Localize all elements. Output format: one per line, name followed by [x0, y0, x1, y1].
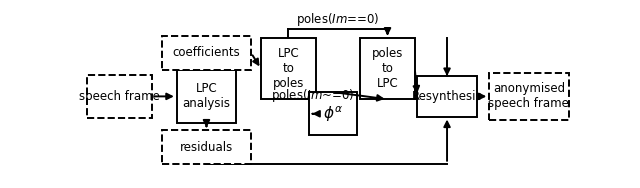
FancyBboxPatch shape: [489, 73, 568, 120]
Text: LPC
analysis: LPC analysis: [182, 82, 230, 110]
Text: Resynthesis: Resynthesis: [412, 90, 483, 103]
Text: LPC
to
poles: LPC to poles: [273, 47, 304, 90]
FancyBboxPatch shape: [261, 39, 316, 99]
FancyBboxPatch shape: [162, 36, 251, 70]
Text: poles
to
LPC: poles to LPC: [372, 47, 403, 90]
Text: speech frame: speech frame: [79, 90, 160, 103]
FancyBboxPatch shape: [162, 130, 251, 164]
Text: poles($\mathit{Im}$==0): poles($\mathit{Im}$==0): [296, 11, 380, 28]
Text: poles($\mathit{Im}$~=0): poles($\mathit{Im}$~=0): [271, 87, 355, 104]
FancyBboxPatch shape: [88, 75, 152, 118]
FancyBboxPatch shape: [177, 70, 236, 123]
Text: anonymised
speech frame: anonymised speech frame: [488, 82, 570, 110]
Text: coefficients: coefficients: [173, 46, 241, 59]
Text: residuals: residuals: [180, 141, 233, 154]
FancyBboxPatch shape: [417, 76, 477, 117]
FancyBboxPatch shape: [360, 39, 415, 99]
FancyBboxPatch shape: [309, 92, 356, 136]
Text: $\phi^{\alpha}$: $\phi^{\alpha}$: [323, 104, 343, 124]
